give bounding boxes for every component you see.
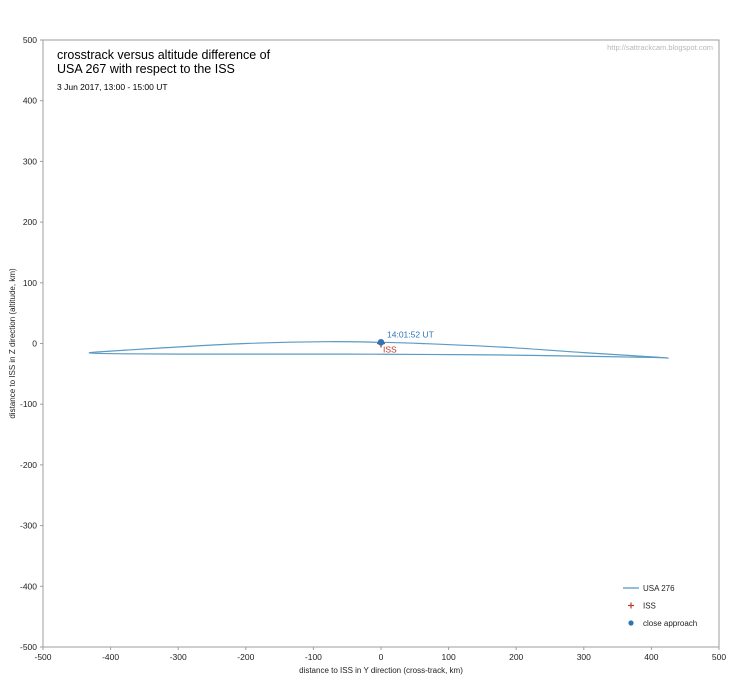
x-tick-label: -400 bbox=[102, 652, 119, 662]
y-tick-label: -500 bbox=[20, 642, 37, 652]
x-tick-label: 200 bbox=[509, 652, 523, 662]
credit-text: http://sattrackcam.blogspot.com bbox=[607, 43, 713, 52]
legend: USA 276 ISS close approach bbox=[623, 584, 697, 628]
x-tick-label: 300 bbox=[577, 652, 591, 662]
y-tick-label: -400 bbox=[20, 581, 37, 591]
legend-label: close approach bbox=[643, 619, 697, 628]
y-axis-ticks: -500 -400 -300 -200 -100 0 100 200 300 400 500 bbox=[20, 35, 43, 652]
y-tick-label: -100 bbox=[20, 399, 37, 409]
legend-item: USA 276 bbox=[623, 584, 675, 593]
y-tick-label: -300 bbox=[20, 521, 37, 531]
close-approach-marker bbox=[377, 338, 385, 346]
y-tick-label: 300 bbox=[23, 156, 37, 166]
legend-item: ISS bbox=[628, 602, 656, 611]
x-tick-label: 0 bbox=[379, 652, 384, 662]
points-layer: ISS 14:01:52 UT bbox=[377, 329, 434, 355]
close-approach-label: 14:01:52 UT bbox=[387, 329, 434, 339]
y-tick-label: 0 bbox=[32, 339, 37, 349]
x-axis-ticks: -500 -400 -300 -200 -100 0 100 200 300 400 500 bbox=[34, 647, 726, 662]
x-tick-label: 400 bbox=[644, 652, 658, 662]
x-tick-label: 500 bbox=[712, 652, 726, 662]
legend-item: close approach bbox=[628, 619, 697, 628]
y-tick-label: 200 bbox=[23, 217, 37, 227]
x-tick-label: -300 bbox=[170, 652, 187, 662]
y-tick-label: -200 bbox=[20, 460, 37, 470]
y-axis-title: distance to ISS in Z direction (altitude… bbox=[8, 268, 17, 419]
x-tick-label: -200 bbox=[237, 652, 254, 662]
x-tick-label: 100 bbox=[442, 652, 456, 662]
legend-label: USA 276 bbox=[643, 584, 675, 593]
x-tick-label: -500 bbox=[34, 652, 51, 662]
series-layer bbox=[88, 341, 669, 359]
iss-label: ISS bbox=[383, 345, 397, 355]
y-tick-label: 400 bbox=[23, 96, 37, 106]
y-tick-label: 100 bbox=[23, 278, 37, 288]
x-tick-label: -100 bbox=[305, 652, 322, 662]
x-axis-title: distance to ISS in Y direction (cross-tr… bbox=[299, 666, 463, 675]
legend-swatch-dot bbox=[628, 620, 634, 626]
legend-label: ISS bbox=[643, 602, 656, 611]
series-line-usa-276 bbox=[88, 341, 669, 359]
y-tick-label: 500 bbox=[23, 35, 37, 45]
chart-title-line-2: USA 267 with respect to the ISS bbox=[57, 62, 235, 76]
chart-title-line-1: crosstrack versus altitude difference of bbox=[57, 48, 271, 62]
chart-subtitle: 3 Jun 2017, 13:00 - 15:00 UT bbox=[57, 82, 168, 92]
